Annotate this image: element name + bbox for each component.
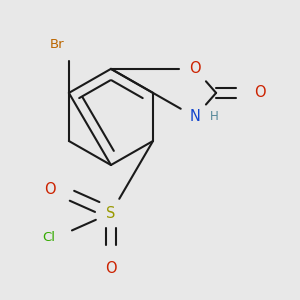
Text: O: O xyxy=(254,85,265,100)
Text: O: O xyxy=(105,261,117,276)
Text: Br: Br xyxy=(50,38,64,51)
Text: O: O xyxy=(44,182,56,196)
Text: N: N xyxy=(190,110,200,124)
Text: O: O xyxy=(189,61,201,76)
Text: H: H xyxy=(210,110,219,123)
Text: S: S xyxy=(106,206,116,220)
Text: Cl: Cl xyxy=(42,231,56,244)
